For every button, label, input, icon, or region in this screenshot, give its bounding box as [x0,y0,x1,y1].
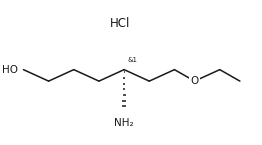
Text: HCl: HCl [110,17,130,30]
Text: NH₂: NH₂ [114,118,134,128]
Text: &1: &1 [127,57,137,63]
Text: HO: HO [2,65,18,75]
Text: O: O [190,76,199,86]
